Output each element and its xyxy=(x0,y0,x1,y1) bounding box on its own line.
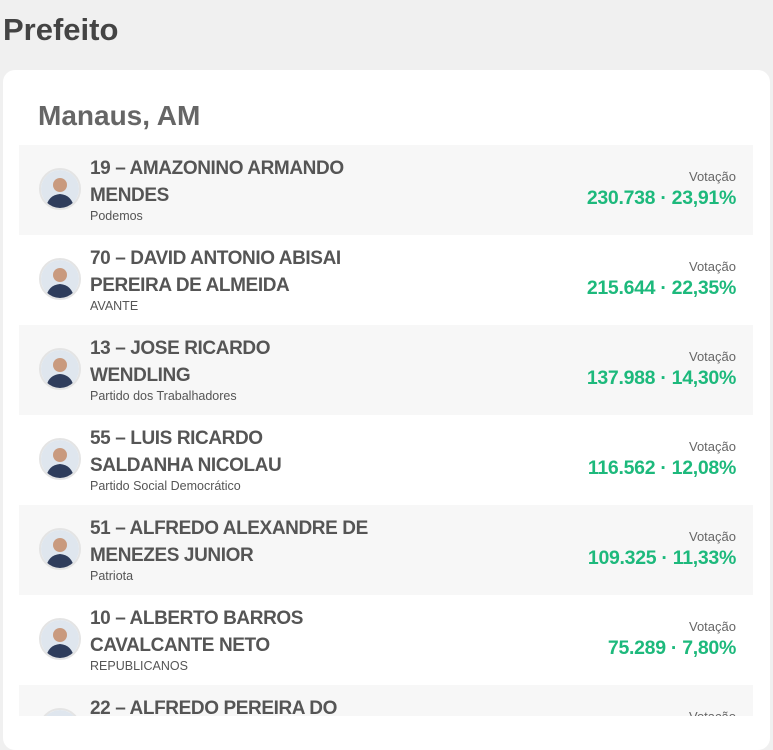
votes-label: Votação xyxy=(689,349,736,364)
party: AVANTE xyxy=(90,299,139,313)
party: Partido Social Democrático xyxy=(90,479,241,493)
candidate-name: 13 – JOSE RICARDO WENDLING xyxy=(90,335,270,389)
candidate-photo xyxy=(39,258,81,300)
candidate-photo xyxy=(39,708,81,716)
votes-result: 116.562 · 12,08% xyxy=(587,457,736,479)
candidate-name: 19 – AMAZONINO ARMANDO MENDES xyxy=(90,155,344,209)
name-line: 13 – JOSE RICARDO xyxy=(90,338,271,359)
candidate-row: 10 – ALBERTO BARROS CAVALCANTE NETO REPUBL… xyxy=(19,595,753,685)
votes-result: 75.289 · 7,80% xyxy=(607,637,736,659)
name-line: 22 – ALFREDO PEREIRA DO xyxy=(90,698,337,716)
name-line: 70 – DAVID ANTONIO ABISAI xyxy=(90,248,341,269)
votes-label: Votação xyxy=(689,439,736,454)
candidate-row: 70 – DAVID ANTONIO ABISAI PEREIRA DE ALME… xyxy=(19,235,753,325)
name-line: 19 – AMAZONINO ARMANDO xyxy=(90,158,344,179)
name-line: SALDANHA NICOLAU xyxy=(90,455,282,476)
candidate-name: 22 – ALFREDO PEREIRA DO xyxy=(90,695,337,716)
party: Patriota xyxy=(90,569,134,583)
votes-result: 215.644 · 22,35% xyxy=(586,277,736,299)
city-title: Manaus, AM xyxy=(38,100,201,131)
votes-result: 109.325 · 11,33% xyxy=(587,547,736,569)
votes-label: Votação xyxy=(689,169,736,184)
name-line: WENDLING xyxy=(90,365,191,386)
page-title: Prefeito xyxy=(3,12,119,47)
votes-label: Votação xyxy=(689,709,736,716)
votes-label: Votação xyxy=(689,619,736,634)
candidate-photo xyxy=(39,618,81,660)
votes-result: 230.738 · 23,91% xyxy=(586,187,736,209)
party: Partido dos Trabalhadores xyxy=(90,389,237,403)
candidate-row: 19 – AMAZONINO ARMANDO MENDES Podemos Votaç… xyxy=(19,145,753,235)
results-card: Manaus, AM 19 – AMAZONINO ARMANDO MENDES P… xyxy=(3,70,770,750)
candidate-photo xyxy=(39,528,81,570)
candidate-name: 10 – ALBERTO BARROS CAVALCANTE NETO xyxy=(90,605,303,659)
votes-label: Votação xyxy=(689,259,736,274)
votes-result: 137.988 · 14,30% xyxy=(586,367,736,389)
name-line: 51 – ALFREDO ALEXANDRE DE xyxy=(90,518,368,539)
candidate-photo xyxy=(39,438,81,480)
name-line: CAVALCANTE NETO xyxy=(90,635,270,656)
name-line: 55 – LUIS RICARDO xyxy=(90,428,263,449)
candidate-photo xyxy=(39,348,81,390)
party: REPUBLICANOS xyxy=(90,659,188,673)
votes-label: Votação xyxy=(689,529,736,544)
party: Podemos xyxy=(90,209,143,223)
candidate-name: 51 – ALFREDO ALEXANDRE DE MENEZES JUNIOR xyxy=(90,515,368,569)
candidate-row: 51 – ALFREDO ALEXANDRE DE MENEZES JUNIOR P… xyxy=(19,505,753,595)
page: Prefeito Manaus, AM 19 – AMAZONINO ARMAN… xyxy=(3,12,770,750)
candidate-row: 13 – JOSE RICARDO WENDLING Partido dos Tra… xyxy=(19,325,753,415)
name-line: MENDES xyxy=(90,185,169,206)
name-line: MENEZES JUNIOR xyxy=(90,545,254,566)
candidate-row: 55 – LUIS RICARDO SALDANHA NICOLAU Partido… xyxy=(19,415,753,505)
candidate-name: 55 – LUIS RICARDO SALDANHA NICOLAU xyxy=(90,425,282,479)
candidate-row: 22 – ALFREDO PEREIRA DO Votação xyxy=(19,685,753,716)
candidate-list: 19 – AMAZONINO ARMANDO MENDES Podemos Votaç… xyxy=(19,145,753,716)
candidate-photo xyxy=(39,168,81,210)
name-line: 10 – ALBERTO BARROS xyxy=(90,608,304,629)
candidate-name: 70 – DAVID ANTONIO ABISAI PEREIRA DE ALME… xyxy=(90,245,341,299)
name-line: PEREIRA DE ALMEIDA xyxy=(90,275,290,296)
